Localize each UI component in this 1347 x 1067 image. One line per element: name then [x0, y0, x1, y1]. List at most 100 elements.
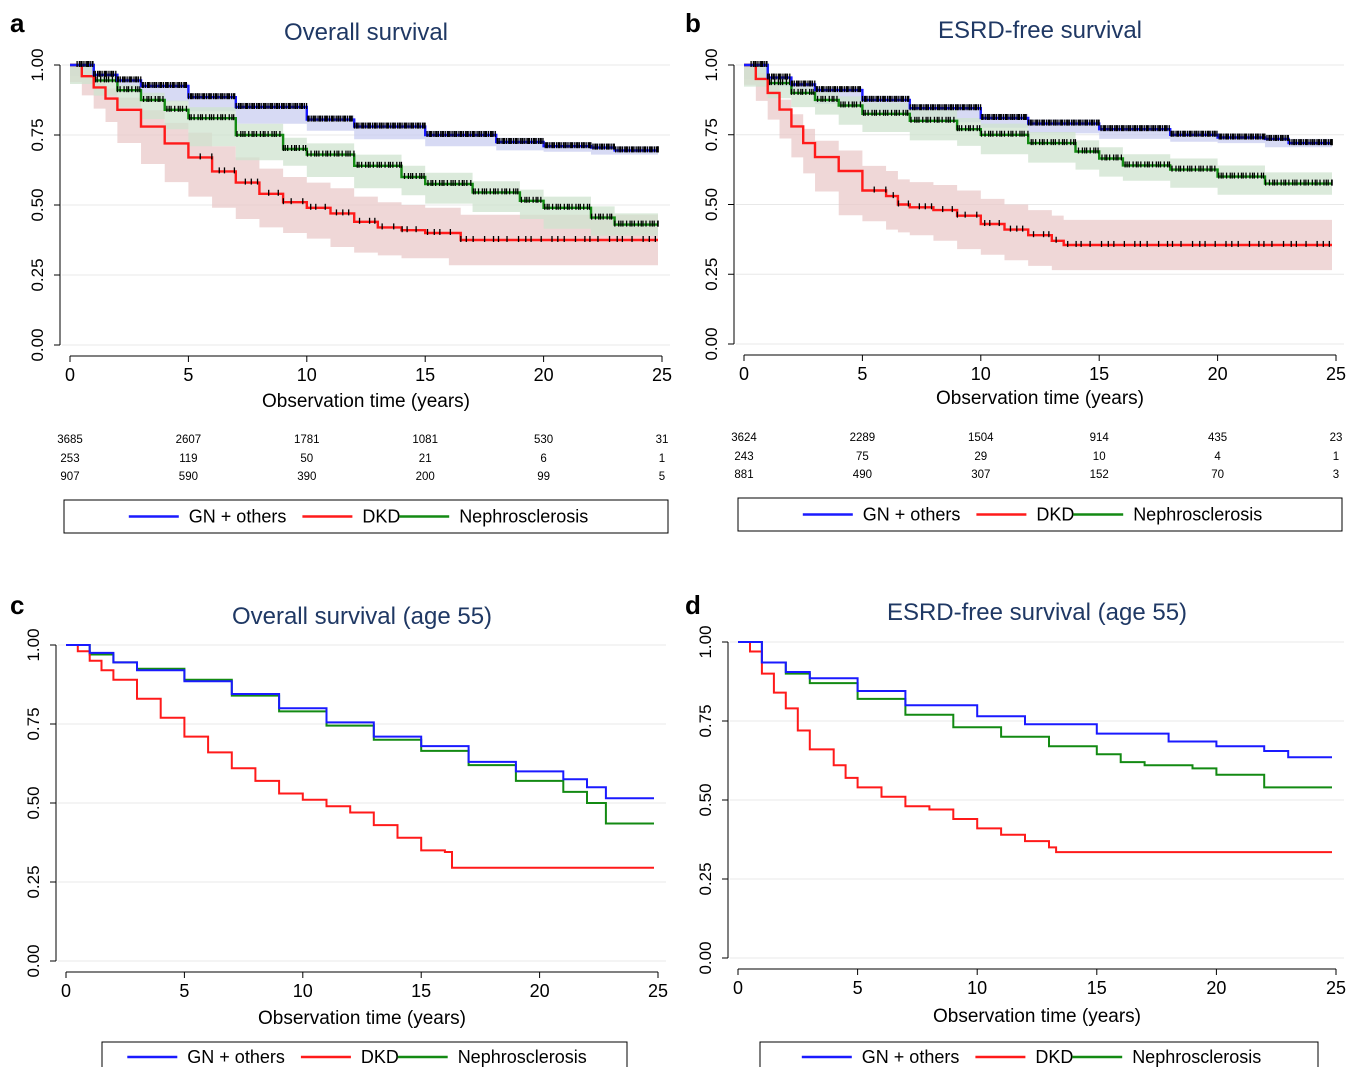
x-axis-label: Observation time (years): [936, 388, 1144, 409]
x-tick-label: 5: [853, 978, 863, 998]
x-tick-label: 15: [415, 365, 435, 385]
x-tick-label: 20: [534, 365, 554, 385]
x-tick-label: 5: [179, 981, 189, 1001]
legend-box: [101, 1041, 628, 1067]
risk-table-cell: 590: [179, 471, 198, 483]
legend-label: GN + others: [862, 1047, 960, 1067]
x-tick-label: 0: [65, 365, 75, 385]
risk-table-cell: 21: [419, 453, 432, 465]
y-tick-label: 0.25: [696, 862, 715, 895]
y-tick-label: 0.75: [696, 704, 715, 737]
ci-band: [70, 65, 658, 266]
risk-table-cell: 70: [1211, 469, 1224, 481]
legend-box: [759, 1041, 1319, 1067]
risk-table-cell: 3: [1333, 469, 1339, 481]
series-line: [66, 644, 654, 869]
legend-label: DKD: [1036, 505, 1074, 525]
censor-marks: [199, 153, 656, 242]
x-tick-label: 15: [1087, 978, 1107, 998]
x-tick-label: 20: [1206, 978, 1226, 998]
legend-label: Nephrosclerosis: [459, 507, 588, 527]
risk-table-cell: 914: [1090, 432, 1110, 444]
x-tick-label: 20: [530, 981, 550, 1001]
y-tick-label: 0.00: [28, 328, 47, 361]
series-line: [66, 644, 654, 825]
risk-table-cell: 253: [60, 453, 79, 465]
censor-marks: [88, 61, 659, 227]
censor-marks: [750, 61, 1333, 146]
risk-table-cell: 6: [540, 453, 546, 465]
x-tick-label: 25: [1326, 978, 1346, 998]
panel-letter: c: [10, 590, 24, 620]
panel-letter: d: [685, 590, 701, 620]
series-line: [738, 641, 1332, 854]
risk-table-cell: 29: [974, 451, 987, 463]
x-tick-label: 0: [739, 364, 749, 384]
risk-table-cell: 10: [1093, 451, 1106, 463]
risk-table-cell: 2607: [176, 434, 202, 446]
legend-label: GN + others: [187, 1047, 285, 1067]
series-line: [738, 641, 1332, 789]
x-tick-label: 10: [967, 978, 987, 998]
x-tick-label: 5: [183, 365, 193, 385]
censor-marks: [873, 186, 1330, 247]
y-tick-label: 1.00: [702, 48, 721, 81]
risk-table-cell: 31: [656, 434, 669, 446]
x-tick-label: 25: [1326, 364, 1346, 384]
legend-label: DKD: [361, 1047, 399, 1067]
y-tick-label: 0.50: [28, 188, 47, 221]
x-tick-label: 25: [648, 981, 668, 1001]
risk-table-cell: 3685: [57, 434, 83, 446]
risk-table-cell: 75: [856, 451, 869, 463]
ci-band: [744, 65, 1332, 271]
legend-label: GN + others: [189, 507, 287, 527]
y-tick-label: 1.00: [24, 628, 43, 661]
y-tick-label: 1.00: [696, 625, 715, 658]
x-tick-label: 10: [971, 364, 991, 384]
x-tick-label: 15: [411, 981, 431, 1001]
risk-table-cell: 50: [300, 453, 313, 465]
y-tick-label: 0.75: [24, 707, 43, 740]
censor-marks: [76, 61, 659, 153]
y-tick-label: 0.00: [696, 941, 715, 974]
series-line: [738, 641, 1332, 759]
x-tick-label: 25: [652, 365, 672, 385]
panel-d: d ESRD-free survival (age 55) 0.00 0.25 0.50…: [685, 590, 1346, 1067]
legend-label: Nephrosclerosis: [458, 1047, 587, 1067]
risk-table-cell: 99: [537, 471, 550, 483]
chart-title: Overall survival (age 55): [232, 603, 492, 630]
risk-table-cell: 490: [853, 469, 872, 481]
legend-label: GN + others: [863, 505, 961, 525]
x-axis-label: Observation time (years): [258, 1008, 466, 1029]
y-tick-label: 0.50: [24, 786, 43, 819]
panel-b: b ESRD-free survival 0.00 0.25 0.50 0.75 1.00 0…: [685, 8, 1346, 532]
series-line: [66, 644, 654, 800]
risk-table-cell: 152: [1090, 469, 1109, 481]
legend-label: Nephrosclerosis: [1132, 1047, 1261, 1067]
x-tick-label: 10: [297, 365, 317, 385]
censor-marks: [762, 61, 1333, 186]
y-tick-label: 0.75: [28, 118, 47, 151]
panel-a: a Overall survival 0.00 0.25 0.50 0.75 1.00 0 5 1…: [10, 8, 672, 534]
risk-table-cell: 1: [659, 453, 665, 465]
risk-table-cell: 1: [1333, 451, 1339, 463]
risk-table-cell: 390: [297, 471, 316, 483]
x-tick-label: 15: [1089, 364, 1109, 384]
chart-title: Overall survival: [284, 19, 448, 46]
x-tick-label: 0: [733, 978, 743, 998]
risk-table-cell: 907: [60, 471, 79, 483]
risk-table-cell: 200: [416, 471, 435, 483]
chart-title: ESRD-free survival (age 55): [887, 599, 1187, 626]
panel-letter: a: [10, 8, 25, 38]
y-tick-label: 0.00: [24, 944, 43, 977]
risk-table-cell: 2289: [850, 432, 876, 444]
risk-table-cell: 1081: [412, 434, 438, 446]
legend-label: DKD: [362, 507, 400, 527]
x-tick-label: 0: [61, 981, 71, 1001]
y-tick-label: 1.00: [28, 48, 47, 81]
risk-table-cell: 1504: [968, 432, 994, 444]
x-axis-label: Observation time (years): [933, 1006, 1141, 1027]
risk-table-cell: 23: [1330, 432, 1343, 444]
series-line: [744, 63, 1332, 247]
